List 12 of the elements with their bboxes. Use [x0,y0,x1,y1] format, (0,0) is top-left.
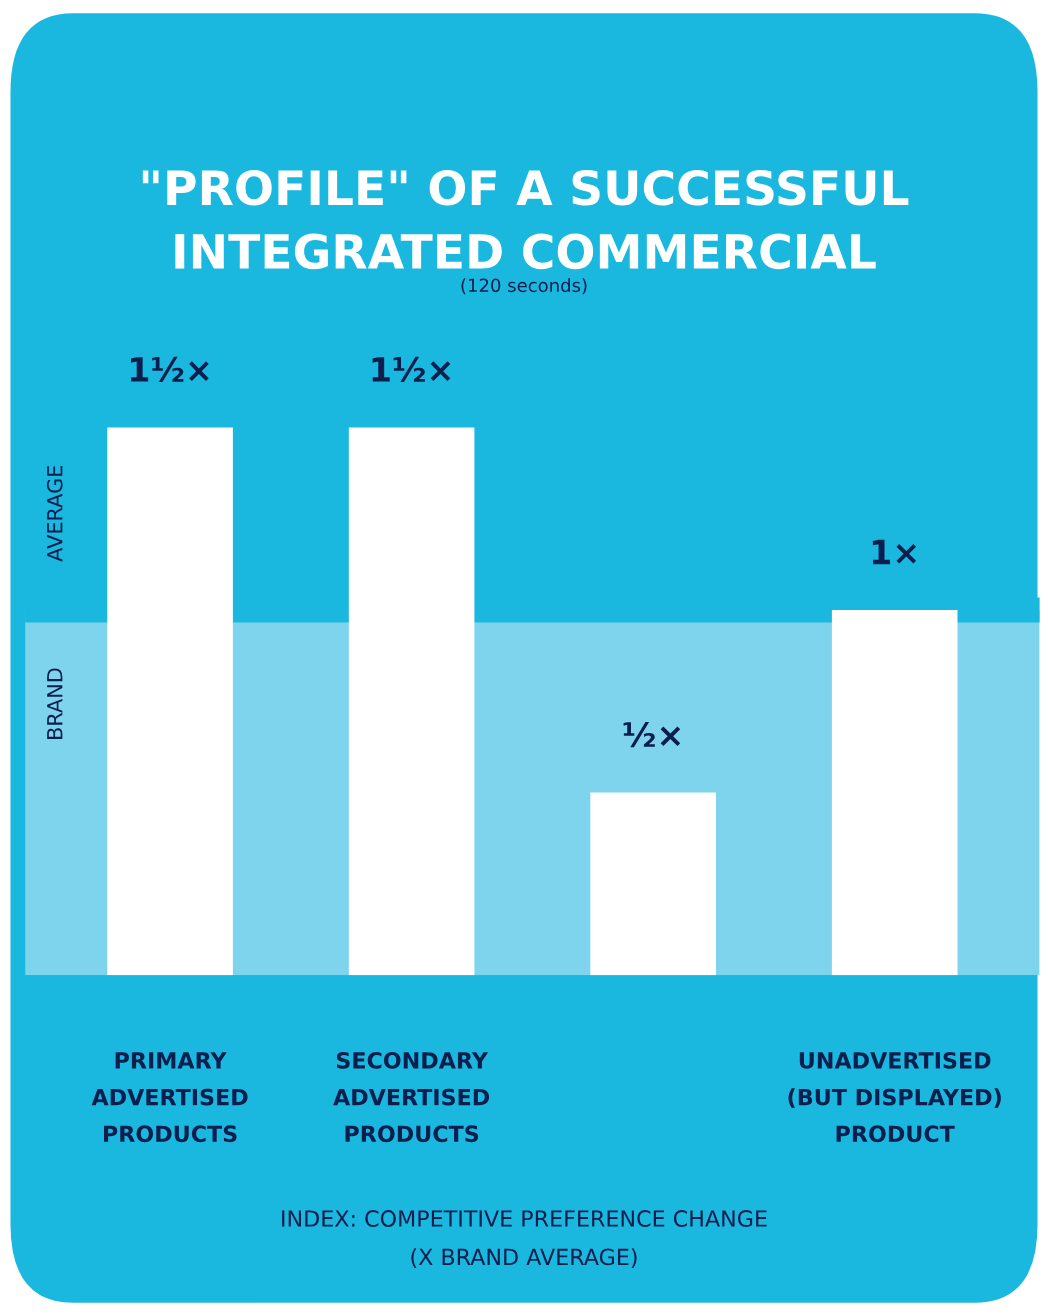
data-label: 1× [872,539,917,565]
chart-subtitle: (120 seconds) [461,278,587,295]
annotation: BRAND [47,668,63,739]
data-label: 1½× [131,356,209,383]
data-label: 1½× [372,356,451,383]
data-label: ½× [623,722,681,748]
x-tick-label: UNADVERTISED (BUT DISPLAYED) PRODUCT [788,1051,1001,1143]
text: INDEX: COMPETITIVE PREFERENCE CHANGE (X BRAND AVERAGE) [282,1210,767,1268]
x-tick-label: SECONDARY ADVERTISED PRODUCTS [333,1051,490,1143]
x-tick-label: PRIMARY ADVERTISED PRODUCTS [91,1052,248,1143]
annotation: AVERAGE [46,465,63,562]
chart-title: "PROFILE" OF A SUCCESSFUL INTEGRATED COMMERCIAL [142,169,909,270]
